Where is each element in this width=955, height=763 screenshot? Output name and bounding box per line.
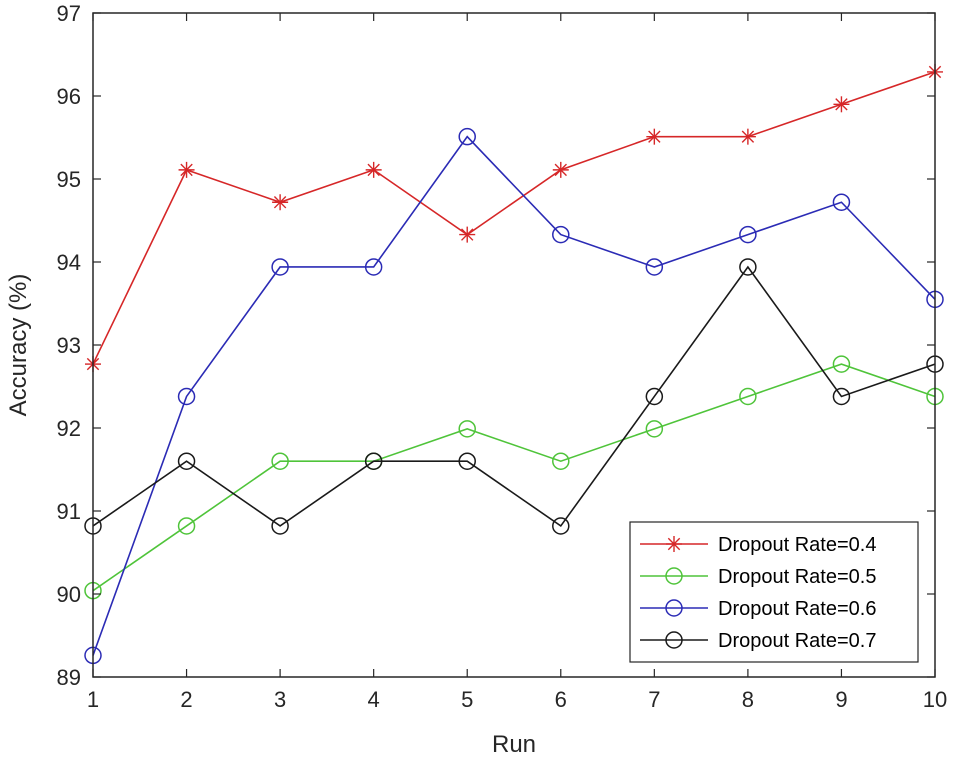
data-point bbox=[459, 226, 476, 243]
data-point bbox=[739, 225, 757, 244]
data-point bbox=[645, 420, 664, 438]
data-point bbox=[552, 161, 569, 178]
x-tick-label: 2 bbox=[180, 687, 192, 712]
series-line bbox=[92, 265, 936, 528]
y-tick-label: 93 bbox=[57, 333, 81, 358]
data-point bbox=[458, 420, 476, 438]
y-tick-label: 97 bbox=[57, 1, 81, 26]
data-point bbox=[832, 387, 851, 406]
legend-item: Dropout Rate=0.7 bbox=[640, 630, 876, 652]
x-tick-label: 9 bbox=[835, 687, 847, 712]
x-axis-title: Run bbox=[492, 731, 536, 758]
series-3 bbox=[84, 127, 944, 665]
legend-label: Dropout Rate=0.7 bbox=[718, 630, 876, 652]
data-point bbox=[271, 258, 289, 276]
y-tick-label: 92 bbox=[57, 416, 81, 441]
x-tick-label: 5 bbox=[461, 687, 473, 712]
x-tick-label: 8 bbox=[742, 687, 754, 712]
data-point bbox=[552, 225, 570, 244]
data-point bbox=[458, 452, 476, 470]
data-point bbox=[364, 452, 383, 470]
legend-label: Dropout Rate=0.5 bbox=[718, 566, 876, 588]
data-point bbox=[364, 258, 383, 276]
data-point bbox=[646, 128, 663, 145]
legend-label: Dropout Rate=0.6 bbox=[718, 598, 876, 620]
data-point bbox=[177, 387, 196, 406]
data-point bbox=[552, 517, 570, 535]
data-point bbox=[645, 387, 664, 406]
x-tick-label: 10 bbox=[923, 687, 947, 712]
legend-item: Dropout Rate=0.5 bbox=[640, 566, 876, 588]
legend-item: Dropout Rate=0.6 bbox=[640, 598, 876, 620]
y-tick-label: 96 bbox=[57, 84, 81, 109]
series-4 bbox=[84, 258, 944, 535]
y-tick-label: 94 bbox=[57, 250, 81, 275]
data-point bbox=[739, 258, 757, 276]
y-axis-title: Accuracy (%) bbox=[5, 274, 32, 417]
data-point bbox=[365, 161, 382, 178]
data-point bbox=[177, 452, 196, 470]
data-point bbox=[271, 517, 289, 535]
data-point bbox=[178, 161, 195, 178]
data-point bbox=[271, 452, 289, 470]
data-point bbox=[832, 193, 851, 211]
data-point bbox=[645, 258, 664, 276]
y-tick-label: 91 bbox=[57, 499, 81, 524]
data-point bbox=[739, 387, 757, 406]
x-tick-label: 7 bbox=[648, 687, 660, 712]
data-point bbox=[272, 194, 289, 211]
y-tick-label: 89 bbox=[57, 665, 81, 690]
legend-marker bbox=[665, 567, 683, 585]
data-point bbox=[458, 127, 476, 146]
y-tick-label: 90 bbox=[57, 582, 81, 607]
data-point bbox=[552, 452, 570, 470]
series-layer bbox=[84, 63, 944, 665]
y-tick-label: 95 bbox=[57, 167, 81, 192]
data-point bbox=[739, 128, 756, 145]
legend-label: Dropout Rate=0.4 bbox=[718, 534, 876, 556]
legend: Dropout Rate=0.4 Dropout Rate=0.5 Dropout … bbox=[629, 521, 919, 663]
legend-item: Dropout Rate=0.4 bbox=[640, 534, 876, 556]
x-tick-label: 4 bbox=[368, 687, 380, 712]
series-1 bbox=[85, 63, 943, 373]
series-line bbox=[92, 135, 936, 656]
x-tick-label: 3 bbox=[274, 687, 286, 712]
data-point bbox=[832, 355, 851, 373]
x-tick-label: 6 bbox=[555, 687, 567, 712]
legend-box bbox=[629, 521, 919, 663]
x-tick-label: 1 bbox=[87, 687, 99, 712]
data-point bbox=[177, 517, 196, 535]
data-point bbox=[833, 96, 850, 113]
legend-marker bbox=[665, 631, 683, 649]
legend-marker bbox=[665, 599, 683, 617]
legend-marker bbox=[666, 536, 682, 552]
series-line bbox=[92, 71, 936, 365]
